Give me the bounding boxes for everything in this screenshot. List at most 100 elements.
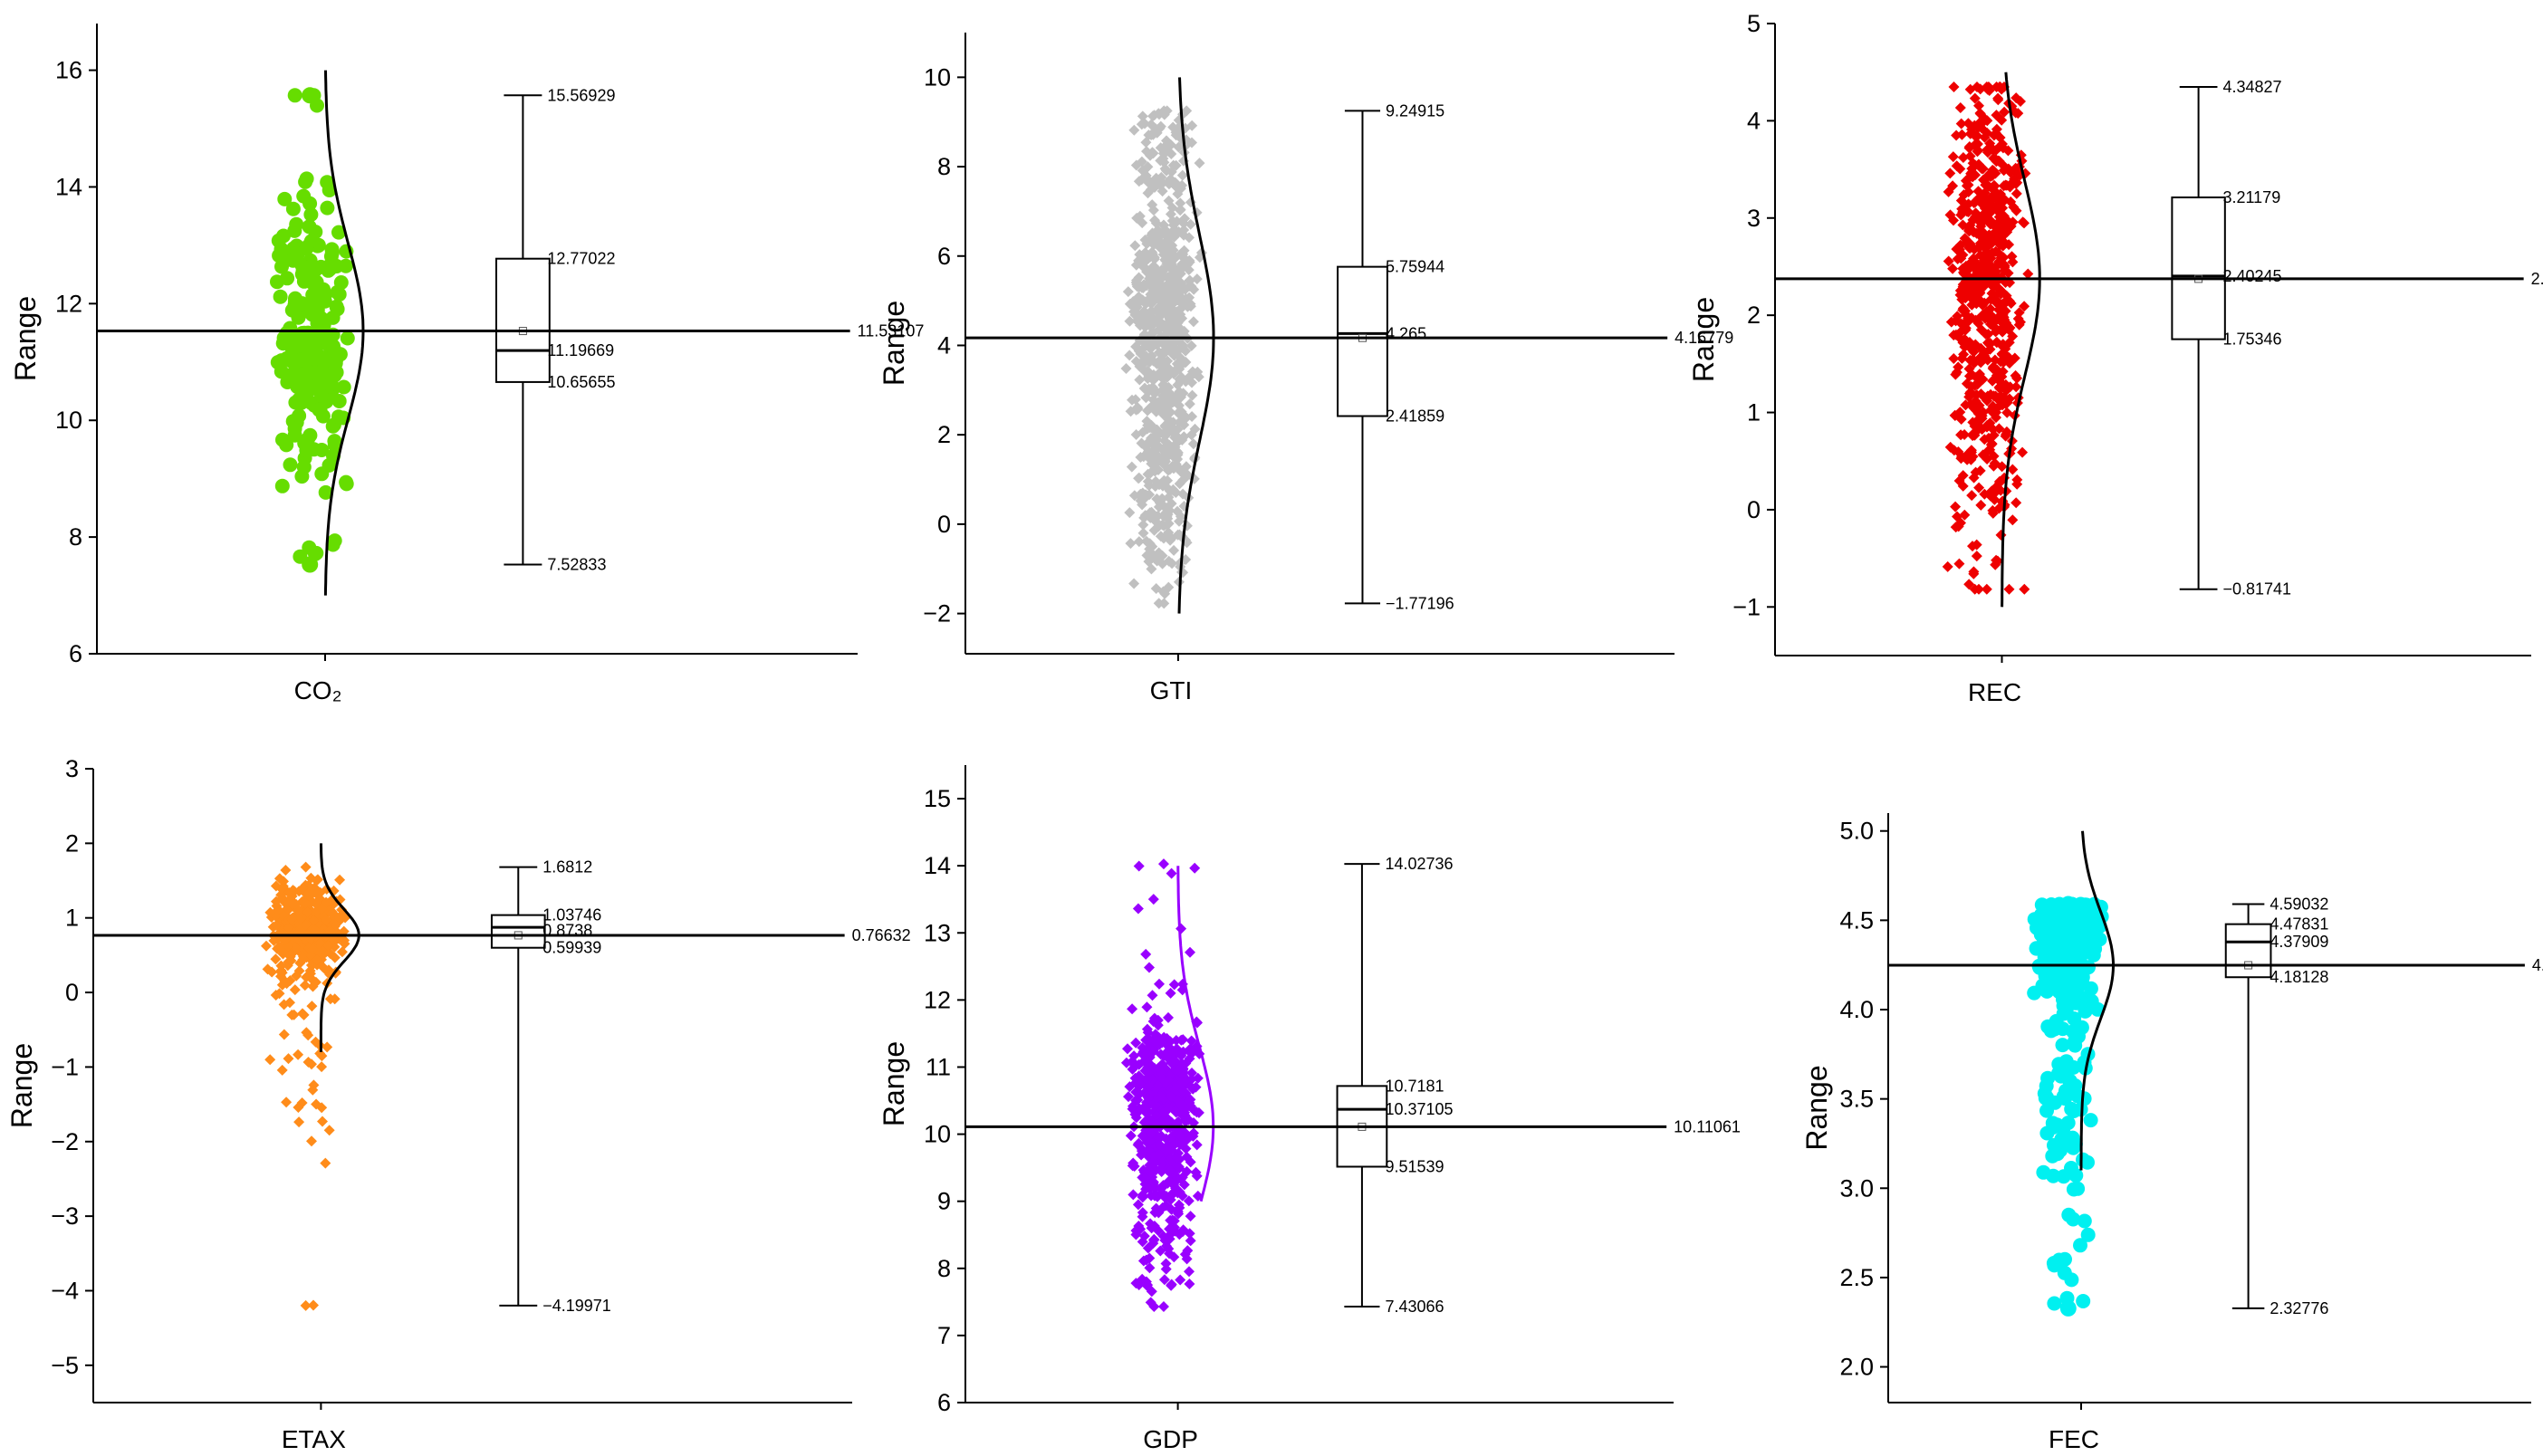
scatter-point [285,913,297,924]
scatter-point [2043,955,2058,970]
scatter-point [270,990,282,1001]
y-tick-label: 16 [55,57,82,84]
scatter-point [1969,429,1981,441]
scatter-point [1144,352,1156,364]
scatter-point [1146,419,1157,431]
scatter-point [1157,249,1169,261]
scatter-point [1131,1107,1143,1119]
scatter-point [2062,1073,2078,1088]
scatter-point [2056,991,2070,1007]
scatter-point [1170,487,1182,498]
scatter-point [2060,1116,2076,1131]
scatter-point [339,474,354,490]
scatter-point [1159,347,1170,359]
scatter-point [280,865,292,876]
y-tick-label: 12 [924,986,951,1013]
scatter-point [1965,398,1976,410]
scatter-point [2053,1143,2068,1158]
scatter-point [1959,509,1971,521]
scatter-point [1133,1279,1145,1290]
scatter-point [1978,348,1990,359]
scatter-point [1987,194,1999,206]
scatter-point [2046,1168,2061,1183]
scatter-point [1998,299,2010,311]
value-label-whisker_high: 15.56929 [547,86,615,104]
scatter-point [1142,1047,1154,1058]
scatter-point [1137,519,1149,531]
scatter-point [1185,1100,1196,1112]
scatter-point [1972,212,1984,224]
scatter-point [1163,1011,1174,1023]
scatter-point [1994,81,2006,92]
scatter-point [1163,443,1175,455]
value-label-q3: 3.21179 [2222,188,2280,206]
scatter-point [1991,289,2002,301]
value-label-median: 0.8738 [542,922,592,940]
scatter-point [297,882,309,894]
scatter-point [1128,578,1140,589]
y-axis-label: Range [878,1041,910,1126]
scatter-point [1957,152,1969,163]
scatter-point [1166,1214,1178,1226]
scatter-point [1190,1081,1202,1093]
value-label-whisker_high: 1.6812 [542,858,592,876]
x-axis-label: REC [1968,678,2021,706]
y-tick-label: −4 [51,1277,79,1304]
scatter-point [1151,278,1163,290]
scatter-point [1154,978,1165,990]
scatter-point [1954,102,1966,113]
scatter-point [1140,1115,1152,1126]
scatter-point [1159,408,1171,420]
scatter-point [2058,1091,2073,1106]
scatter-point [1172,188,1184,200]
y-tick-label: 0 [65,979,79,1006]
y-tick-label: 10 [924,63,951,91]
scatter-point [1123,1091,1134,1103]
scatter-point [2005,298,2017,309]
scatter-point [1157,858,1169,870]
scatter-point [1171,123,1183,135]
scatter-point [1942,560,1953,572]
value-label-whisker_low: −1.77196 [1386,594,1454,612]
scatter-point [323,1125,335,1136]
scatter-point [1185,946,1195,958]
scatter-point [1993,206,2005,218]
scatter-point [333,275,349,290]
scatter-point [311,1098,322,1110]
scatter-point [1156,297,1167,309]
scatter-point [1990,128,2001,139]
scatter-point [1140,1254,1152,1266]
scatter-point [1148,327,1159,339]
scatter-point [1137,426,1148,438]
scatter-point [1167,314,1179,325]
scatter-point [303,304,319,320]
scatter-point [1957,263,1969,274]
scatter-point [1175,197,1186,209]
scatter-point [1166,1056,1178,1068]
scatter-point [1185,1035,1197,1047]
scatter-point [1141,312,1153,324]
scatter-point [1129,240,1141,252]
scatter-point [2019,583,2030,595]
distribution-curve [2079,830,2115,1171]
scatter-point [2017,216,2029,228]
distribution-curve [2001,72,2041,608]
scatter-point [275,960,287,972]
scatter-point [1944,168,1956,179]
value-label-median: 4.265 [1386,324,1426,342]
panel-fec: 2.0 2.5 3.0 3.5 4.0 4.5 5.0 Range FEC 4.590324.47… [1800,813,2543,1453]
scatter-point [1144,273,1156,284]
scatter-point [1975,357,1987,369]
y-tick-label: 8 [69,523,82,551]
scatter-point [1968,568,1980,580]
scatter-point [1166,202,1178,214]
scatter-point [1155,531,1166,542]
scatter-point [316,1050,328,1062]
scatter-point [1952,511,1962,522]
scatter-point [275,432,290,447]
scatter-point [1985,319,1996,330]
scatter-point [1165,534,1176,546]
y-tick-label: 10 [55,407,82,434]
scatter-point [1176,1131,1187,1143]
scatter-point [1128,1100,1138,1112]
